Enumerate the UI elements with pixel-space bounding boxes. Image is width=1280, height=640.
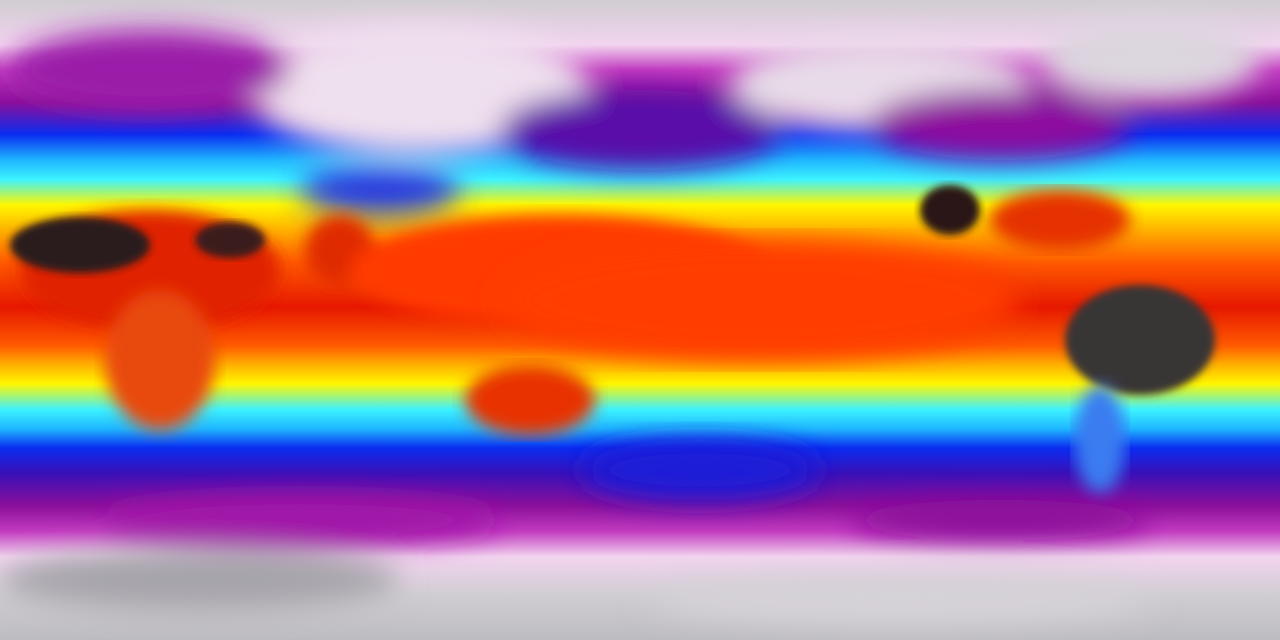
pacific-warm-pool bbox=[500, 240, 1020, 360]
southern-cold-regions bbox=[0, 440, 1150, 625]
africa bbox=[10, 210, 280, 430]
australia bbox=[465, 365, 595, 435]
americas bbox=[920, 185, 1215, 495]
northern-cold-regions bbox=[10, 20, 1260, 215]
